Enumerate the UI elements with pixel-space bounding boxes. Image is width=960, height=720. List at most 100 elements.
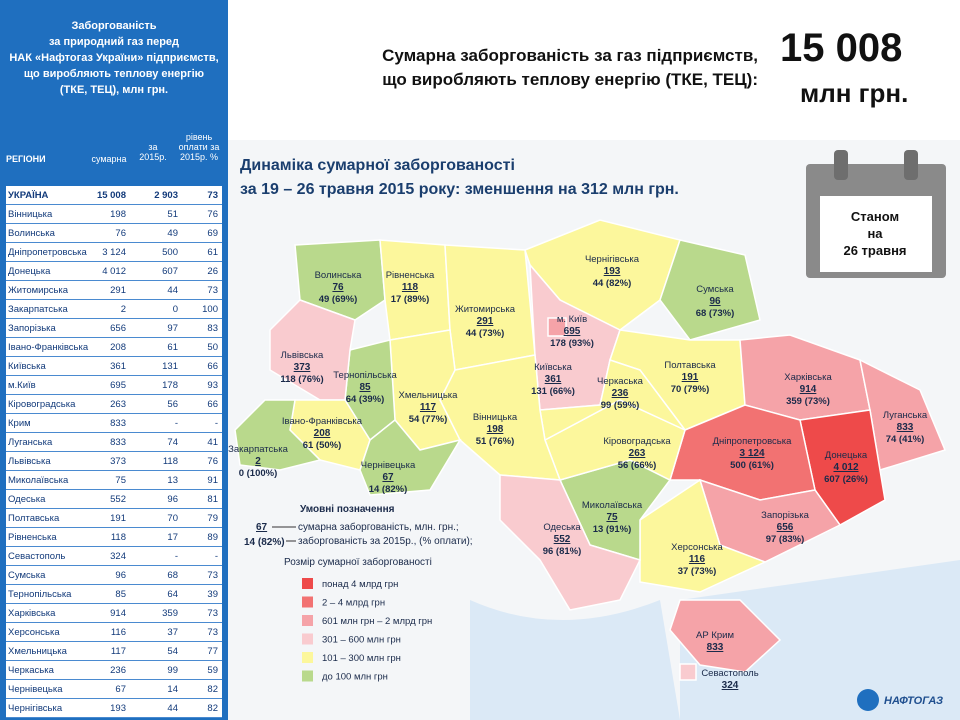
region-name: Полтавська bbox=[664, 360, 716, 371]
sea bbox=[680, 560, 960, 720]
region-total: 198 bbox=[487, 424, 504, 435]
table-cell: Миколаївська bbox=[8, 475, 69, 486]
table-cell: 178 bbox=[162, 380, 178, 391]
table-row: Львівська 373 118 76 bbox=[6, 452, 222, 471]
table-cell: Кіровоградська bbox=[8, 399, 76, 410]
headline-line: Сумарна заборгованість за газ підприємст… bbox=[382, 46, 758, 65]
legend-swatch bbox=[302, 615, 313, 626]
column-header: за 2015р. bbox=[139, 142, 167, 162]
table-header: РЕГІОНИ сумарна за 2015р. рівень оплати за … bbox=[6, 132, 222, 184]
region-detail: 61 (50%) bbox=[303, 440, 342, 451]
table-cell: 833 bbox=[110, 418, 126, 429]
table-cell: 93 bbox=[207, 380, 218, 391]
table-cell: Київська bbox=[8, 361, 46, 372]
table-row: Хмельницька 117 54 77 bbox=[6, 642, 222, 661]
table-cell: 100 bbox=[202, 304, 218, 315]
table-cell: 89 bbox=[207, 532, 218, 543]
region-total: 85 bbox=[359, 382, 371, 393]
region-detail: 68 (73%) bbox=[696, 308, 735, 319]
table-cell: 56 bbox=[167, 399, 178, 410]
table-row: Сумська 96 68 73 bbox=[6, 566, 222, 585]
region-total: 656 bbox=[777, 522, 794, 533]
region bbox=[294, 239, 386, 321]
table-cell: Херсонська bbox=[8, 627, 60, 638]
region-total: 361 bbox=[545, 374, 562, 385]
table-cell: - bbox=[214, 551, 218, 562]
sidebar-title: Заборгованість за природний газ перед НАК … bbox=[6, 18, 222, 98]
table-cell: 118 bbox=[110, 532, 126, 543]
legend-swatch bbox=[302, 578, 313, 589]
legend-label: понад 4 млрд грн bbox=[322, 579, 398, 590]
table-cell: Черкаська bbox=[8, 665, 54, 676]
table-cell: 66 bbox=[207, 399, 218, 410]
table-cell: 208 bbox=[110, 342, 126, 353]
region-detail: 96 (81%) bbox=[543, 546, 582, 557]
table-row: Тернопільська 85 64 39 bbox=[6, 585, 222, 604]
region-total: 3 124 bbox=[739, 448, 764, 459]
table-row: Вінницька 198 51 76 bbox=[6, 205, 222, 224]
region-name: Закарпатська bbox=[228, 444, 288, 455]
region-name: Одеська bbox=[543, 522, 581, 533]
region-detail: 500 (61%) bbox=[730, 460, 774, 471]
region-detail: 70 (79%) bbox=[671, 384, 710, 395]
region-name: Вінницька bbox=[473, 412, 518, 423]
region-name: Волинська bbox=[315, 270, 363, 281]
region-name: Київська bbox=[534, 362, 572, 373]
table-cell: 44 bbox=[167, 703, 178, 714]
table-cell: 73 bbox=[207, 285, 218, 296]
region bbox=[547, 317, 567, 337]
headline-line: що виробляють теплову енергію (ТКЕ, ТЕЦ)… bbox=[382, 70, 758, 89]
total: 15 008 bbox=[780, 26, 903, 70]
region bbox=[679, 663, 697, 681]
table-cell: 193 bbox=[110, 703, 126, 714]
region-detail: 37 (73%) bbox=[678, 566, 717, 577]
table-cell: 607 bbox=[162, 266, 178, 277]
legend-label: 601 млн грн – 2 млрд грн bbox=[322, 616, 432, 627]
title-line: (ТКЕ, ТЕЦ), млн грн. bbox=[59, 84, 169, 96]
table-cell: 59 bbox=[207, 665, 218, 676]
table-cell: - bbox=[174, 551, 178, 562]
region-name: Миколаївська bbox=[582, 500, 643, 511]
calendar-page bbox=[820, 196, 932, 272]
table-cell: 291 bbox=[110, 285, 126, 296]
table-cell: 26 bbox=[207, 266, 218, 277]
calendar-ring bbox=[834, 150, 848, 180]
subtitle: Динаміка сумарної заборгованості за 19 – … bbox=[240, 154, 679, 202]
table-row: Крим 833 - - bbox=[6, 414, 222, 433]
legend-example-detail: 14 (82%) bbox=[244, 537, 285, 548]
table-row: Луганська 833 74 41 bbox=[6, 433, 222, 452]
calendar-line: Станом bbox=[850, 209, 900, 224]
table-cell: Полтавська bbox=[8, 513, 60, 524]
sidebar: Заборгованість за природний газ перед НАК … bbox=[0, 0, 228, 720]
table-cell: 0 bbox=[172, 304, 178, 315]
table-cell: 914 bbox=[110, 608, 126, 619]
table-cell: 39 bbox=[207, 589, 218, 600]
table-row: Донецька 4 012 607 26 bbox=[6, 262, 222, 281]
region bbox=[499, 474, 642, 611]
region-name: Луганська bbox=[883, 410, 928, 421]
region-name: Севастополь bbox=[701, 668, 758, 679]
table-cell: - bbox=[174, 418, 178, 429]
table-cell: 41 bbox=[207, 437, 218, 448]
region-total: 75 bbox=[606, 512, 618, 523]
region-name: Черкаська bbox=[597, 376, 644, 387]
legend-example-text: сумарна заборгованість, млн. грн.; bbox=[298, 521, 459, 533]
table-cell: 81 bbox=[207, 494, 218, 505]
column-header: РЕГІОНИ bbox=[6, 154, 46, 164]
table-cell: 51 bbox=[167, 209, 178, 220]
table-cell: Хмельницька bbox=[8, 646, 67, 657]
table-row: Дніпропетровська 3 124 500 61 bbox=[6, 243, 222, 262]
region-total: 96 bbox=[709, 296, 721, 307]
legend-example-text: заборгованість за 2015р., (% оплати); bbox=[298, 535, 473, 547]
region-total: 117 bbox=[420, 402, 437, 413]
table-row: Житомирська 291 44 73 bbox=[6, 281, 222, 300]
table-cell: Чернівецька bbox=[8, 684, 63, 695]
table-cell: 96 bbox=[167, 494, 178, 505]
calendar-icon bbox=[806, 150, 946, 278]
table-cell: 61 bbox=[207, 247, 218, 258]
table-cell: Івано-Франківська bbox=[8, 342, 89, 353]
region-detail: 131 (66%) bbox=[531, 386, 575, 397]
region-total: 833 bbox=[897, 422, 914, 433]
